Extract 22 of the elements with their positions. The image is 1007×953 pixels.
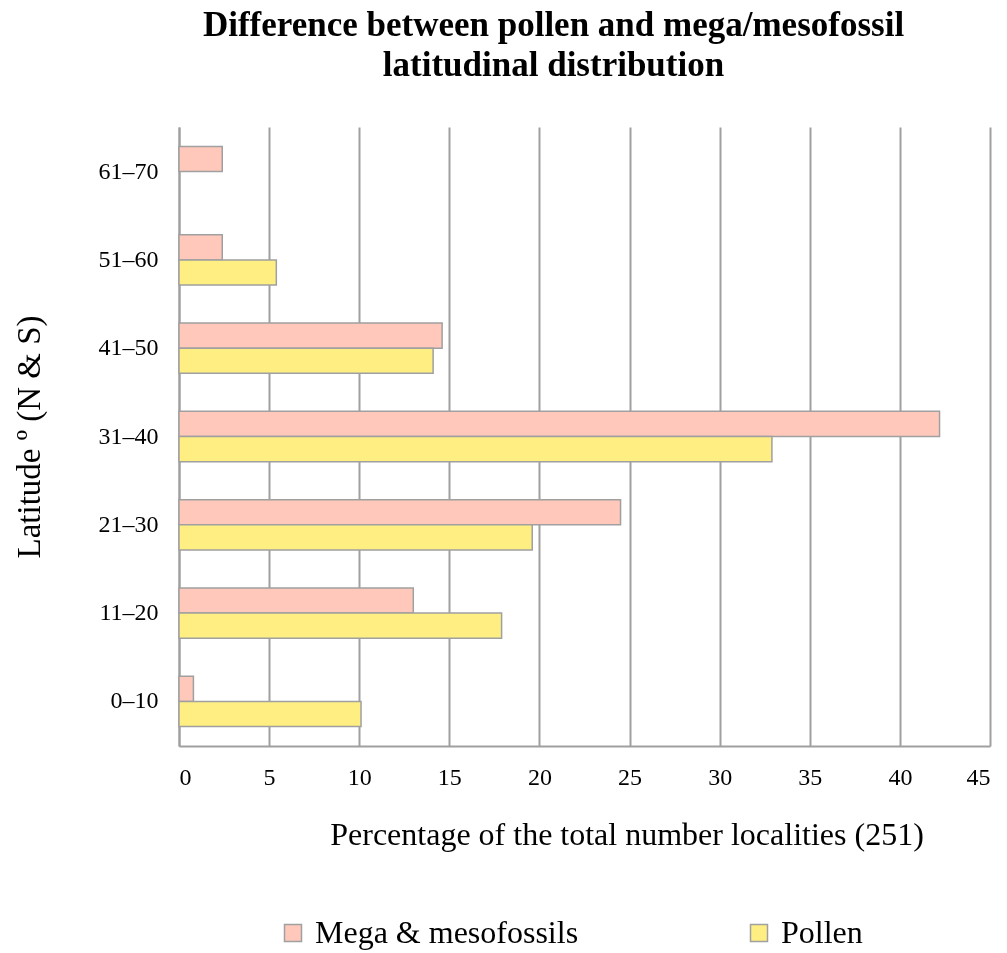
legend-label: Mega & mesofossils: [315, 914, 579, 950]
y-tick-label: 51–60: [98, 245, 159, 272]
y-tick-label: 11–20: [99, 599, 159, 626]
y-tick-label: 61–70: [98, 157, 159, 184]
y-tick-label: 31–40: [98, 422, 159, 449]
x-tick-label: 0: [179, 763, 192, 790]
y-tick-label: 0–10: [110, 687, 159, 714]
legend-label: Pollen: [781, 914, 863, 950]
x-tick-label: 20: [527, 763, 552, 790]
x-tick-label: 45: [966, 763, 991, 790]
x-tick-label: 5: [263, 763, 276, 790]
x-tick-label: 15: [437, 763, 462, 790]
x-tick-label: 30: [708, 763, 733, 790]
x-tick-label: 25: [618, 763, 643, 790]
chart-title: Difference between pollen and mega/mesofossil latitudinal distribution: [202, 5, 905, 84]
x-tick-label: 40: [888, 763, 913, 790]
y-tick-label: 41–50: [98, 334, 159, 361]
y-axis-title: Latitude º (N & S): [10, 315, 48, 559]
x-axis-title: Percentage of the total number localities (251): [330, 815, 924, 852]
y-tick-label: 21–30: [98, 510, 159, 537]
x-tick-label: 35: [798, 763, 823, 790]
x-tick-label: 10: [347, 763, 372, 790]
